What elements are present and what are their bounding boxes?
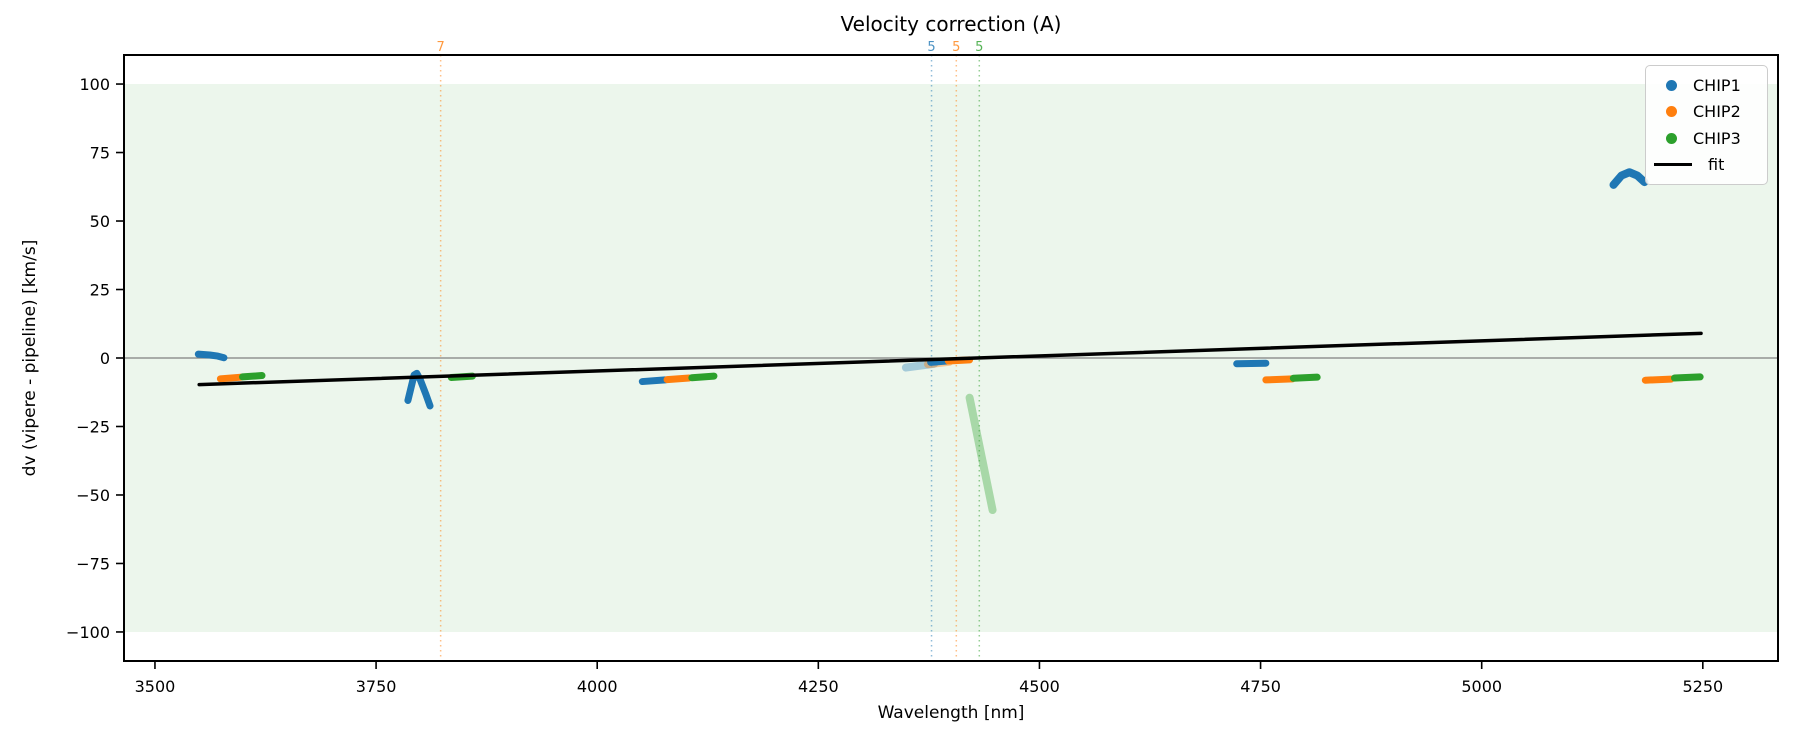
legend-label: CHIP2 <box>1693 102 1741 122</box>
y-tick-label: −25 <box>76 417 110 436</box>
y-tick-label: 25 <box>90 281 110 300</box>
data-cluster-chip2 <box>216 373 245 383</box>
data-cluster-chip1 <box>638 376 669 386</box>
y-tick-label: 0 <box>100 349 110 368</box>
legend-dot-icon <box>1666 79 1677 91</box>
data-cluster-chip1 <box>927 357 951 366</box>
x-tick-label: 3500 <box>135 677 176 696</box>
legend: CHIP1 CHIP2 CHIP3 fit <box>1645 65 1768 185</box>
legend-line-icon <box>1654 163 1692 167</box>
x-axis-label: Wavelength [nm] <box>877 703 1025 723</box>
legend-item-chip1: CHIP1 <box>1660 72 1759 98</box>
order-marker-label: 5 <box>927 40 935 55</box>
chart-title: Velocity correction (A) <box>840 12 1062 36</box>
data-cluster-chip3 <box>965 393 997 515</box>
y-tick-label: −50 <box>76 486 110 505</box>
data-cluster-chip3 <box>239 372 266 381</box>
y-axis-label: dv (vipere - pipeline) [km/s] <box>20 239 40 477</box>
legend-dot-icon <box>1666 132 1677 144</box>
x-tick-label: 3750 <box>356 677 397 696</box>
legend-dot-icon <box>1666 106 1677 118</box>
y-tick-label: 75 <box>90 144 110 163</box>
y-tick-label: −100 <box>66 623 110 642</box>
fit-line <box>197 331 1703 387</box>
order-marker-label: 5 <box>952 40 960 55</box>
y-tick-label: −75 <box>76 554 110 573</box>
legend-label: fit <box>1708 155 1725 175</box>
x-tick-label: 4500 <box>1019 677 1060 696</box>
legend-item-chip3: CHIP3 <box>1660 125 1759 151</box>
order-marker-label: 7 <box>437 40 445 55</box>
data-cluster-chip2 <box>1641 375 1675 384</box>
data-cluster-chip3 <box>688 372 718 382</box>
data-cluster-chip1 <box>194 350 228 362</box>
legend-item-chip2: CHIP2 <box>1660 99 1759 125</box>
x-tick-label: 4000 <box>577 677 618 696</box>
data-cluster-chip1 <box>1233 359 1270 368</box>
data-cluster-chip2 <box>663 374 693 384</box>
data-cluster-chip2 <box>1262 375 1296 384</box>
data-cluster-chip3 <box>1289 373 1321 382</box>
order-marker-label: 5 <box>975 40 983 55</box>
x-tick-label: 4250 <box>798 677 839 696</box>
x-tick-label: 5000 <box>1461 677 1502 696</box>
data-cluster-chip3 <box>1671 373 1704 382</box>
legend-label: CHIP1 <box>1693 75 1741 95</box>
y-tick-label: 50 <box>90 212 110 231</box>
x-tick-label: 4750 <box>1240 677 1281 696</box>
x-tick-label: 5250 <box>1682 677 1723 696</box>
legend-label: CHIP3 <box>1693 128 1741 148</box>
legend-item-fit: fit <box>1654 152 1759 178</box>
data-cluster-chip1 <box>1609 168 1649 189</box>
y-tick-label: 100 <box>79 75 110 94</box>
